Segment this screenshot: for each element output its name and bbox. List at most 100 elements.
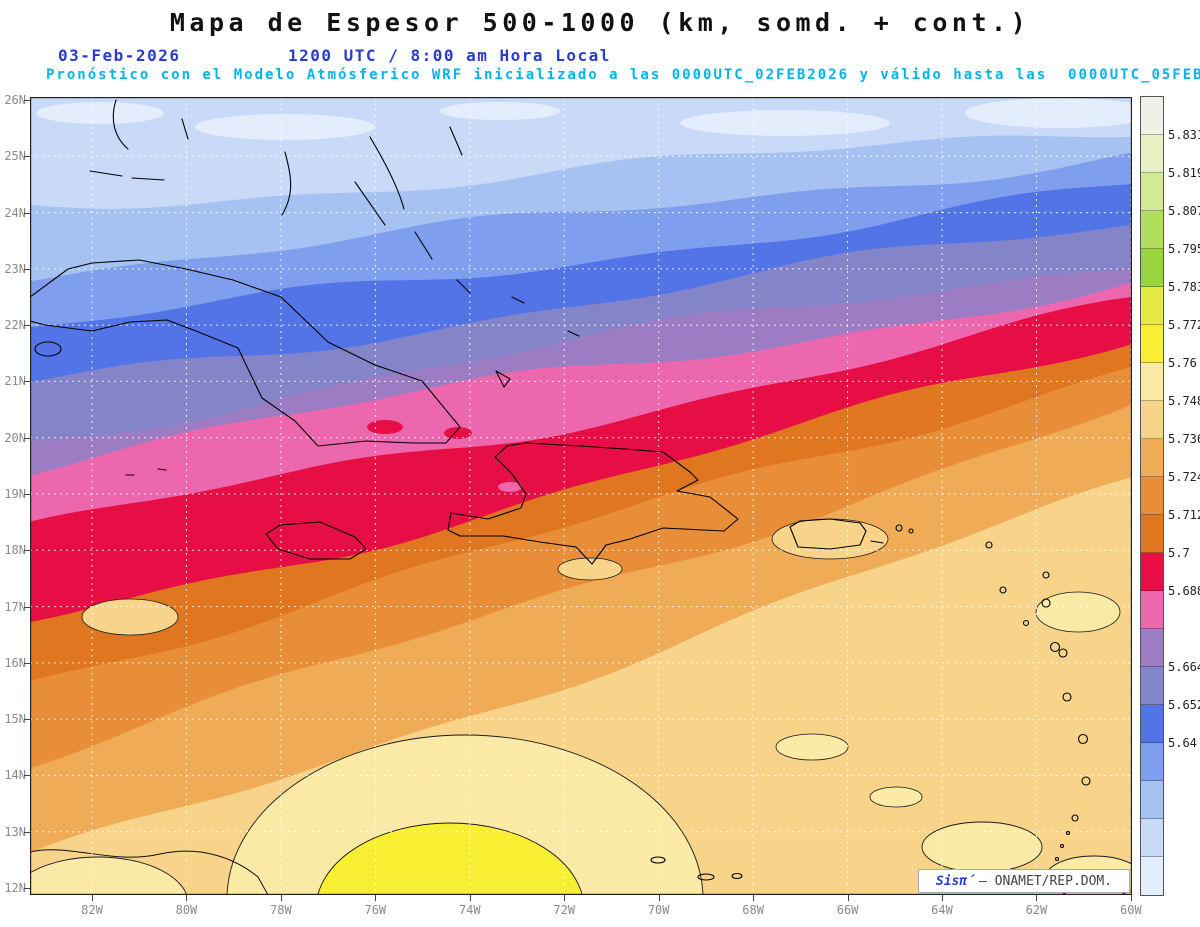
lon-label: 74W xyxy=(458,903,481,917)
colorbar-segment xyxy=(1141,477,1163,515)
colorbar-segment xyxy=(1141,591,1163,629)
lat-label: 24N xyxy=(4,205,26,220)
cream-patch xyxy=(775,733,849,761)
colorbar-label: 5.724 xyxy=(1168,470,1200,484)
coast-isla-juventud xyxy=(34,341,62,357)
coast-lesser-antilles xyxy=(895,524,1091,883)
lat-label: 26N xyxy=(4,93,26,107)
lon-label: 62W xyxy=(1025,903,1048,917)
tan-patch xyxy=(557,557,623,581)
cream-region xyxy=(921,821,1043,873)
lat-tick xyxy=(24,550,30,552)
lon-label: 70W xyxy=(647,903,670,917)
tan-patch xyxy=(771,518,889,560)
lon-tick xyxy=(92,895,93,901)
lon-tick xyxy=(280,895,282,901)
colorbar-label: 5.783 xyxy=(1168,280,1200,294)
colorbar-segment xyxy=(1141,667,1163,705)
lon-tick xyxy=(658,895,660,901)
lon-label: 76W xyxy=(364,903,387,917)
coastlines xyxy=(30,99,1091,883)
colorbar-label: 5.736 xyxy=(1168,432,1200,446)
colorbar-segment xyxy=(1141,515,1163,553)
warm-patches xyxy=(81,518,1121,808)
coast-florida xyxy=(89,99,189,181)
credit-box: Sisπ́ – ONAMET/REP.DOM. xyxy=(918,869,1130,893)
colorbar-segment xyxy=(1141,629,1163,667)
lon-label: 72W xyxy=(553,903,576,917)
lat-label: 14N xyxy=(4,768,26,783)
colorbar-label: 5.795 xyxy=(1168,242,1200,256)
colorbar-label: 5.76 xyxy=(1168,356,1197,370)
lon-tick xyxy=(847,895,849,901)
anomaly-spots xyxy=(367,420,522,492)
cream-patch xyxy=(1035,591,1121,633)
pale-patch xyxy=(195,114,375,140)
lat-label: 25N xyxy=(4,149,26,164)
pale-patch xyxy=(440,102,560,120)
colorbar-segment xyxy=(1141,819,1163,857)
lon-label: 78W xyxy=(270,903,292,917)
coast-puerto-rico xyxy=(789,518,884,550)
coast-caymans xyxy=(125,468,167,476)
colorbar-segment xyxy=(1141,173,1163,211)
forecast-date: 03-Feb-2026 xyxy=(58,46,181,65)
lat-tick xyxy=(24,212,30,214)
lon-tick xyxy=(1036,895,1038,901)
tan-patch xyxy=(81,598,179,636)
lat-label: 18N xyxy=(4,543,26,558)
page-title: Mapa de Espesor 500-1000 (km, somd. + co… xyxy=(169,8,1031,37)
lon-label: 60W xyxy=(1120,903,1142,917)
colorbar-segment xyxy=(1141,401,1163,439)
coast-abc-islands xyxy=(650,856,743,881)
colorbar-segment xyxy=(1141,135,1163,173)
lon-label: 80W xyxy=(175,903,198,917)
lat-label: 19N xyxy=(4,486,26,501)
lat-label: 22N xyxy=(4,318,26,333)
lat-label: 15N xyxy=(4,712,26,727)
lat-tick xyxy=(24,100,30,101)
lat-tick xyxy=(24,719,30,721)
colorbar-segment xyxy=(1141,97,1163,135)
lat-tick xyxy=(24,325,30,327)
colorbar-label: 5.819 xyxy=(1168,166,1200,180)
lat-label: 12N xyxy=(4,880,26,895)
band-paths xyxy=(30,97,1132,853)
red-spot xyxy=(367,420,403,434)
colorbar-segment xyxy=(1141,287,1163,325)
cream-region xyxy=(30,856,188,895)
map-canvas xyxy=(30,97,1132,895)
colorbar-segment xyxy=(1141,211,1163,249)
cream-patch xyxy=(869,786,923,808)
lon-tick xyxy=(469,895,471,901)
coast-bahamas xyxy=(281,126,580,388)
lon-tick xyxy=(186,895,188,901)
lon-tick xyxy=(753,895,755,901)
lat-label: 23N xyxy=(4,261,26,276)
pale-patch xyxy=(965,98,1132,128)
lon-label: 82W xyxy=(81,903,103,917)
colorbar-segment xyxy=(1141,705,1163,743)
pink-spot xyxy=(498,482,522,492)
pale-patch xyxy=(680,110,890,136)
colorbar-label: 5.64 xyxy=(1168,736,1197,750)
lat-label: 13N xyxy=(4,824,26,839)
colorbar-label: 5.688 xyxy=(1168,584,1200,598)
red-spot xyxy=(444,427,472,439)
lon-tick xyxy=(1130,895,1132,901)
lon-label: 64W xyxy=(931,903,953,917)
lat-label: 20N xyxy=(4,430,26,445)
colorbar-label: 5.772 xyxy=(1168,318,1200,332)
colorbar-label: 5.7 xyxy=(1168,546,1190,560)
credit-brand: Sisπ́ xyxy=(935,873,976,889)
lat-tick xyxy=(24,381,30,383)
colorbar-label: 5.807 xyxy=(1168,204,1200,218)
lon-tick xyxy=(564,895,566,901)
colorbar-segment xyxy=(1141,553,1163,591)
colorbar xyxy=(1140,96,1164,896)
colorbar-segment xyxy=(1141,363,1163,401)
forecast-note: Pronóstico con el Modelo Atmósferico WRF… xyxy=(46,67,1200,83)
colorbar-segment xyxy=(1141,439,1163,477)
yellow-core xyxy=(317,822,583,895)
